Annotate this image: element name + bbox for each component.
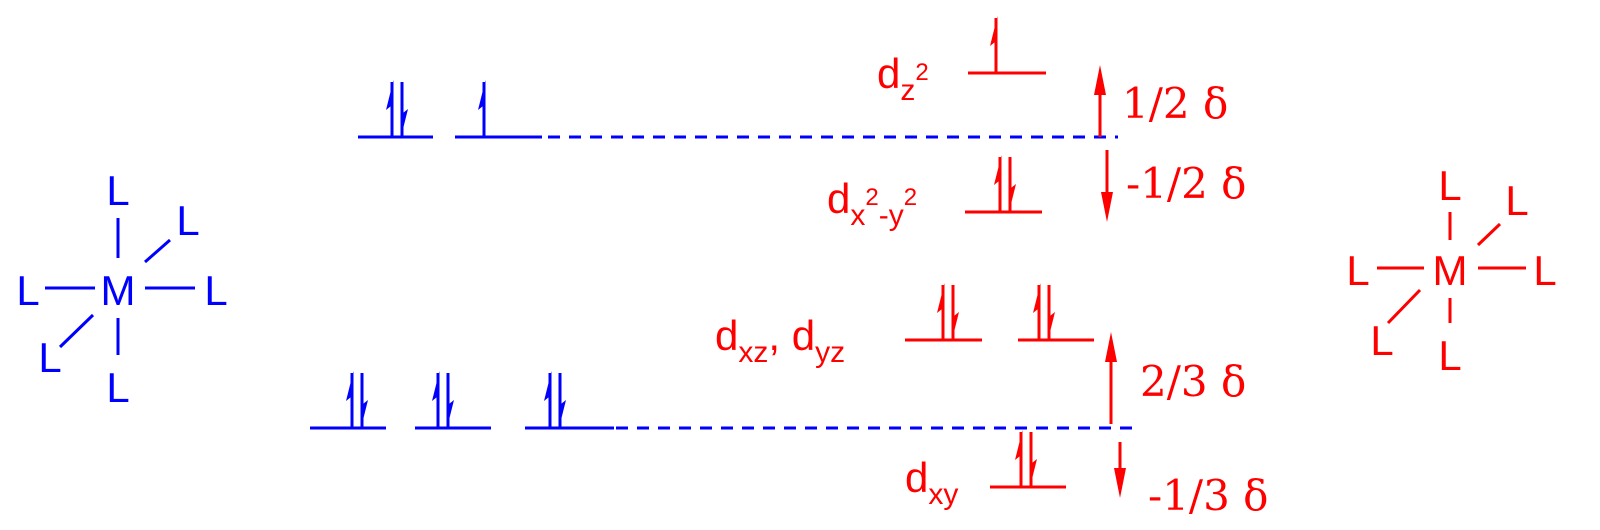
spin-down-arrowhead	[558, 400, 566, 430]
splitting-dxz-dyz: 2/3 δ	[1140, 357, 1246, 406]
spin-down-arrowhead	[446, 400, 454, 430]
ligand-top: L	[106, 167, 129, 214]
ligand-top: L	[1438, 162, 1461, 209]
energy-arrowhead	[1105, 332, 1117, 362]
spin-down-arrowhead	[1029, 459, 1037, 489]
label-dxy: dxy	[905, 454, 958, 511]
spin-up-arrowhead	[432, 371, 440, 401]
bond	[144, 238, 171, 264]
ligand-right: L	[1533, 247, 1556, 294]
label-dx2-y2: dx2-y2	[827, 175, 917, 232]
spin-up-arrowhead	[1015, 430, 1023, 460]
spin-up-arrowhead	[937, 283, 945, 313]
bond	[58, 313, 95, 349]
spin-up-arrowhead	[990, 16, 998, 46]
splitting-dz2: 1/2 δ	[1122, 79, 1228, 128]
ligand-front-left: L	[38, 334, 61, 381]
bond	[1386, 288, 1422, 325]
label-dxz-dyz: dxz, dyz	[715, 312, 845, 369]
ligand-left: L	[16, 267, 39, 314]
bond	[1476, 222, 1502, 247]
ligand-front-left: L	[1370, 317, 1393, 364]
spin-up-arrowhead	[1033, 283, 1041, 313]
spin-down-arrowhead	[1008, 184, 1016, 214]
spin-down-arrowhead	[1047, 312, 1055, 342]
energy-arrowhead	[1094, 65, 1106, 95]
splitting-dx2-y2: -1/2 δ	[1126, 159, 1246, 208]
ligand-bottom: L	[1438, 332, 1461, 379]
energy-levels	[310, 16, 1126, 498]
ligand-right: L	[204, 267, 227, 314]
metal-center: M	[1433, 247, 1468, 294]
spin-up-arrowhead	[994, 155, 1002, 185]
ligand-back-right: L	[176, 197, 199, 244]
spin-down-arrowhead	[951, 312, 959, 342]
spin-up-arrowhead	[386, 80, 394, 110]
ligand-bottom: L	[106, 364, 129, 411]
spin-down-arrowhead	[360, 400, 368, 430]
spin-up-arrowhead	[478, 80, 486, 110]
label-dz2: dz2	[877, 50, 929, 107]
ligand-back-right: L	[1505, 177, 1528, 224]
spin-up-arrowhead	[544, 371, 552, 401]
distorted-complex: L L L M L L L	[1346, 162, 1556, 379]
octahedral-complex: L L L M L L L	[16, 167, 227, 411]
spin-up-arrowhead	[346, 371, 354, 401]
ligand-left: L	[1346, 247, 1369, 294]
energy-arrowhead	[1101, 192, 1113, 222]
splitting-dxy: -1/3 δ	[1148, 471, 1268, 520]
energy-arrowhead	[1114, 468, 1126, 498]
metal-center: M	[101, 267, 136, 314]
spin-down-arrowhead	[400, 109, 408, 139]
